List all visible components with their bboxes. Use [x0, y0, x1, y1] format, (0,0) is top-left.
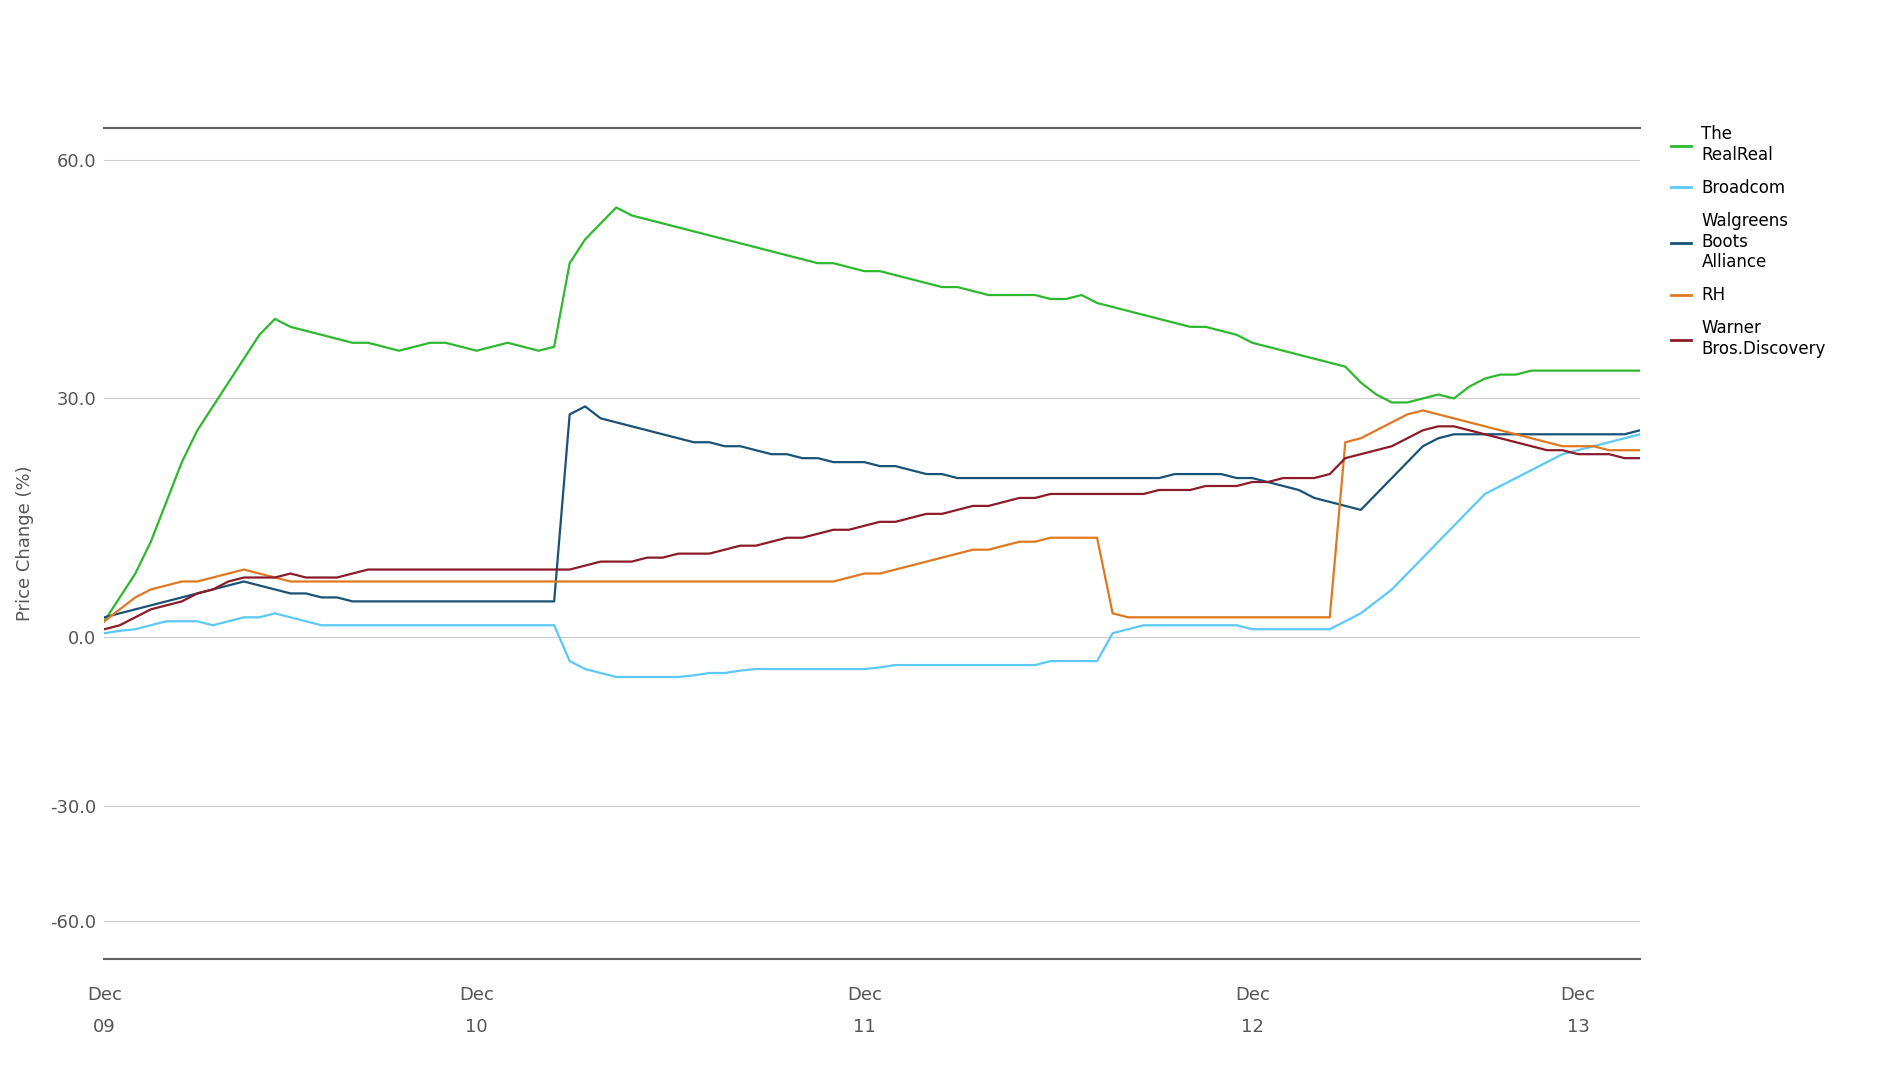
Text: Dec: Dec: [459, 986, 495, 1004]
Text: 09: 09: [93, 1018, 116, 1036]
Text: 10: 10: [465, 1018, 487, 1036]
Text: Dec: Dec: [87, 986, 121, 1004]
Text: Dec: Dec: [848, 986, 882, 1004]
Text: Price Change (%): Price Change (%): [15, 466, 34, 621]
Text: Dec: Dec: [1234, 986, 1270, 1004]
Text: 12: 12: [1240, 1018, 1263, 1036]
Legend: The
RealReal, Broadcom, Walgreens
Boots
Alliance, RH, Warner
Bros.Discovery: The RealReal, Broadcom, Walgreens Boots …: [1672, 125, 1826, 358]
Text: 13: 13: [1566, 1018, 1589, 1036]
Text: Dec: Dec: [1560, 986, 1595, 1004]
Text: 11: 11: [853, 1018, 876, 1036]
